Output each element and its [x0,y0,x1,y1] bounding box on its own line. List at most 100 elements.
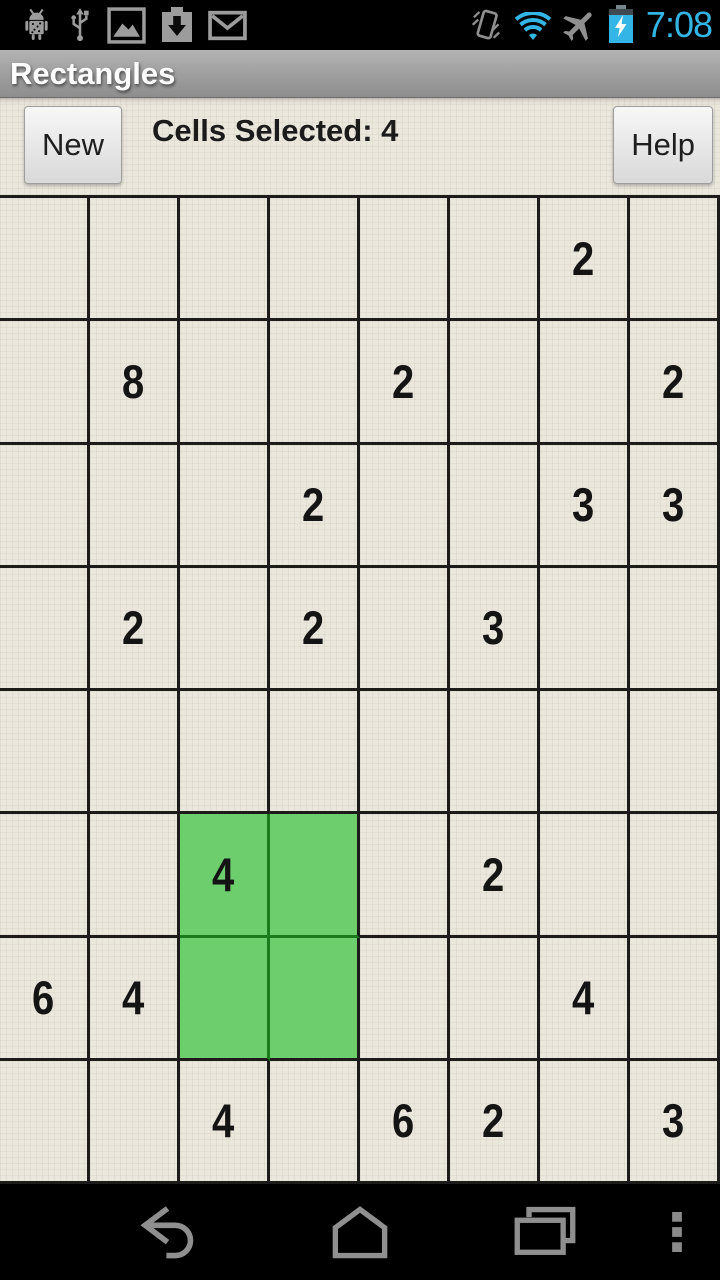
grid-cell[interactable] [540,814,630,938]
grid-cell[interactable] [270,814,360,938]
grid-cell[interactable]: 8 [90,321,180,445]
grid-cell[interactable] [180,937,270,1061]
airplane-mode-icon [560,5,600,45]
cell-number: 3 [482,601,505,655]
grid-cell[interactable] [90,1060,180,1184]
grid-cell[interactable] [0,1060,90,1184]
grid-cell[interactable] [450,691,540,815]
grid-cell[interactable]: 4 [180,814,270,938]
cell-number: 2 [662,354,685,408]
grid-cell[interactable]: 2 [630,321,720,445]
grid-cell[interactable] [630,814,720,938]
cell-number: 2 [482,847,505,901]
grid-cell[interactable] [360,814,450,938]
grid-cell[interactable] [630,198,720,322]
clock: 7:08 [645,4,713,45]
grid-cell[interactable] [0,198,90,322]
grid-cell[interactable] [0,444,90,568]
status-bar: 7:08 [0,0,720,50]
grid-cell[interactable]: 2 [450,814,540,938]
back-icon[interactable] [126,1204,218,1260]
grid-cell[interactable] [360,937,450,1061]
recents-icon[interactable] [513,1205,577,1259]
help-button[interactable]: Help [613,106,713,184]
grid-cell[interactable]: 4 [180,1060,270,1184]
menu-overflow-icon[interactable] [672,1212,682,1252]
cell-number: 4 [212,1094,235,1148]
grid-cell[interactable] [180,444,270,568]
grid-cell[interactable] [0,691,90,815]
cell-number: 2 [122,601,145,655]
home-icon[interactable] [330,1204,390,1260]
cell-number: 6 [32,971,55,1025]
grid-cell[interactable] [0,321,90,445]
grid-cell[interactable] [90,814,180,938]
grid-cell[interactable] [360,444,450,568]
grid-cell[interactable] [540,321,630,445]
grid-cell[interactable]: 3 [540,444,630,568]
grid-cell[interactable] [540,1060,630,1184]
grid-cell[interactable] [90,691,180,815]
grid-cell[interactable]: 6 [360,1060,450,1184]
cell-number: 2 [392,354,415,408]
grid-cell[interactable] [270,691,360,815]
cell-number: 2 [572,231,595,285]
grid-cell[interactable] [450,321,540,445]
download-icon [160,6,194,44]
grid-cell[interactable]: 2 [540,198,630,322]
grid-cell[interactable] [360,691,450,815]
cell-number: 4 [212,847,235,901]
cell-number: 2 [302,601,325,655]
grid-cell[interactable] [0,814,90,938]
grid-cell[interactable]: 6 [0,937,90,1061]
wifi-icon [512,7,553,43]
grid-cell[interactable]: 3 [630,444,720,568]
navigation-bar [0,1184,720,1280]
grid-cell[interactable] [450,198,540,322]
grid-cell[interactable]: 2 [360,321,450,445]
grid-cell[interactable] [180,567,270,691]
cell-number: 4 [572,971,595,1025]
app-title: Rectangles [10,55,176,91]
grid-cell[interactable] [270,1060,360,1184]
grid-cell[interactable] [270,321,360,445]
vibrate-icon [468,5,506,45]
grid-cell[interactable]: 4 [90,937,180,1061]
grid-cell[interactable]: 4 [540,937,630,1061]
grid-cell[interactable] [360,567,450,691]
grid-cell[interactable] [630,937,720,1061]
grid-cell[interactable]: 2 [270,444,360,568]
gmail-icon [208,10,247,41]
grid-cell[interactable]: 3 [450,567,540,691]
cell-number: 3 [572,478,595,532]
grid-cell[interactable]: 2 [270,567,360,691]
new-button[interactable]: New [24,106,123,184]
grid-cell[interactable] [630,691,720,815]
grid-cell[interactable] [180,321,270,445]
grid-cell[interactable]: 2 [90,567,180,691]
grid-cell[interactable]: 3 [630,1060,720,1184]
grid-cell[interactable] [540,691,630,815]
grid-cell[interactable] [540,567,630,691]
grid-cell[interactable]: 2 [450,1060,540,1184]
grid-cell[interactable] [630,567,720,691]
notification-icons [20,6,247,44]
grid-cell[interactable] [450,937,540,1061]
grid-cell[interactable] [90,444,180,568]
toolbar: New Cells Selected: 4 Help [0,98,720,195]
grid-cell[interactable] [270,198,360,322]
grid-cell[interactable] [360,198,450,322]
grid-cell[interactable] [0,567,90,691]
grid-cell[interactable] [270,937,360,1061]
grid-cell[interactable] [180,691,270,815]
grid-cell[interactable] [180,198,270,322]
system-status-icons: 7:08 [468,0,713,50]
gallery-icon [107,6,146,44]
puzzle-grid[interactable]: 2 8 2 2 2 3 3 2 2 3 4 2 6 4 4 4 6 2 3 [0,195,720,1184]
title-bar: Rectangles [0,50,720,98]
cell-number: 6 [392,1094,415,1148]
cell-number: 3 [662,1094,685,1148]
grid-cell[interactable] [450,444,540,568]
grid-cell[interactable] [90,198,180,322]
